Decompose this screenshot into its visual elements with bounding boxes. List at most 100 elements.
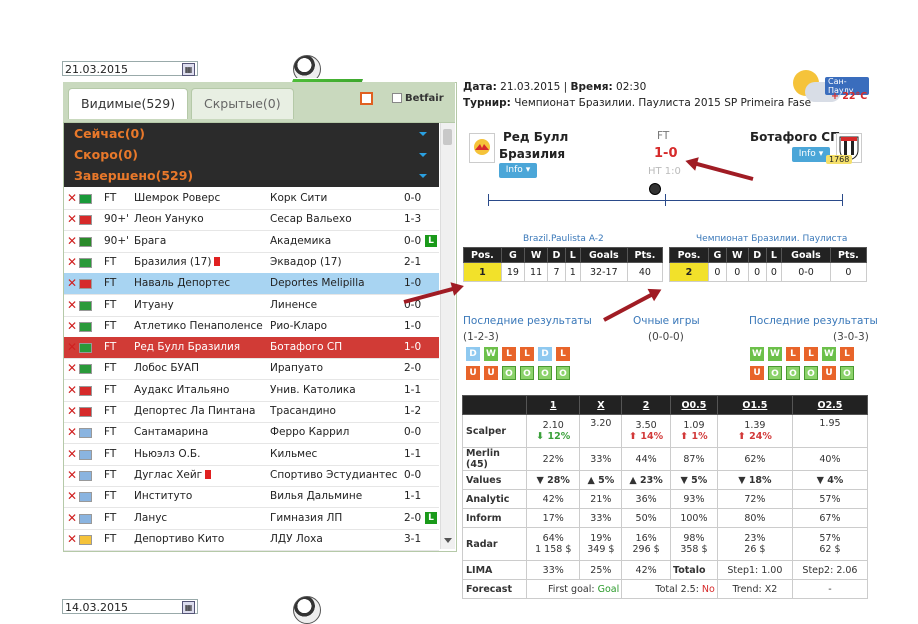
match-score: 1-0 xyxy=(404,319,422,332)
match-row[interactable]: ✕ FT Атлетико Пенаполенсе Рио-Кларо 1-0 xyxy=(64,316,439,338)
remove-icon[interactable]: ✕ xyxy=(67,254,78,269)
home-last-results-title[interactable]: Последние результаты xyxy=(463,315,592,327)
away-last-results-title[interactable]: Последние результаты xyxy=(749,315,878,327)
form-badge: W xyxy=(822,347,836,361)
country-flag-icon xyxy=(79,279,92,290)
match-row[interactable]: ✕ FT Наваль Депортес Deportes Melipilla 1-0 xyxy=(64,273,439,296)
form-badge: D xyxy=(466,347,480,361)
match-row[interactable]: ✕ FT Сантамарина Ферро Каррил 0-0 xyxy=(64,422,439,445)
match-row[interactable]: ✕ FT Ньюэлз О.Б. Кильмес 1-1 xyxy=(64,444,439,466)
form-badge: L xyxy=(840,347,854,361)
stats-header[interactable]: 1 xyxy=(525,395,581,415)
remove-icon[interactable]: ✕ xyxy=(67,318,78,333)
league-header: Pos. xyxy=(669,247,709,263)
match-row[interactable]: ✕ FT Депортес Ла Пинтана Трасандино 1-2 xyxy=(64,401,439,423)
match-status: FT xyxy=(104,298,117,311)
group-upcoming[interactable]: Скоро(0) xyxy=(74,147,138,162)
weather-widget: Сан-Паулу + 22°C xyxy=(793,68,869,108)
chevron-down-icon[interactable] xyxy=(419,132,427,136)
remove-icon[interactable]: ✕ xyxy=(67,467,78,482)
match-status: FT xyxy=(104,341,117,354)
remove-icon[interactable]: ✕ xyxy=(67,425,78,440)
league-header: Goals xyxy=(781,247,831,263)
scrollbar[interactable] xyxy=(440,123,455,549)
match-row[interactable]: ✕ 90+' Леон Уануко Сесар Вальехо 1-3 xyxy=(64,209,439,232)
home-league-title: Brazil.Paulista A-2 xyxy=(523,234,604,244)
match-row[interactable]: ✕ FT Лобос БУАП Ирапуато 2-0 xyxy=(64,358,439,381)
match-row[interactable]: ✕ FT Ланус Гимназия ЛП 2-0 L xyxy=(64,508,439,530)
match-score: 1-0 xyxy=(404,277,422,290)
remove-icon[interactable]: ✕ xyxy=(67,212,78,227)
match-row[interactable]: ✕ FT Дуглас Хейг Спортиво Эстудиантес 0-0 xyxy=(64,465,439,487)
calendar-icon[interactable]: ▦ xyxy=(182,601,195,614)
stats-row-analytic: Analytic 42% 21% 36% 93% 72% 57% xyxy=(462,489,869,509)
match-status: FT xyxy=(104,405,117,417)
remove-icon[interactable]: ✕ xyxy=(67,404,78,418)
remove-icon[interactable]: ✕ xyxy=(67,233,78,248)
chevron-down-icon[interactable] xyxy=(419,153,427,157)
annotation-arrow xyxy=(694,161,754,181)
group-finished[interactable]: Завершено(529) xyxy=(74,168,194,183)
remove-icon[interactable]: ✕ xyxy=(67,489,78,504)
match-row[interactable]: ✕ FT Аудакс Итальяно Унив. Католика 1-1 xyxy=(64,380,439,402)
live-badge[interactable]: L xyxy=(425,234,437,247)
match-score: 2-0 xyxy=(404,362,422,375)
live-badge[interactable]: L xyxy=(425,511,437,524)
remove-icon[interactable]: ✕ xyxy=(67,531,78,546)
stats-row-radar: Radar 64% 1 158 $ 19% 349 $ 16% 296 $ 98% 35… xyxy=(462,527,869,561)
stats-header[interactable]: O2.5 xyxy=(791,395,869,415)
league-cell: 7 xyxy=(547,262,566,282)
stats-header[interactable]: O0.5 xyxy=(670,395,718,415)
form-badge: L xyxy=(520,347,534,361)
remove-icon[interactable]: ✕ xyxy=(67,191,78,205)
home-team-logo xyxy=(469,133,495,163)
away-rank-badge: 1768 xyxy=(826,155,853,164)
betfair-toggle[interactable]: Betfair xyxy=(392,93,444,104)
match-score: 1-1 xyxy=(404,447,422,460)
form-badge: U xyxy=(466,366,480,380)
match-row[interactable]: ✕ 90+' Брага Академика 0-0 L xyxy=(64,231,439,253)
match-score: 2-1 xyxy=(404,255,422,268)
tab-visible[interactable]: Видимые(529) xyxy=(68,88,189,119)
stats-header[interactable]: X xyxy=(579,395,623,415)
home-info-button[interactable]: Info ▾ xyxy=(499,163,537,178)
scroll-down-arrow[interactable] xyxy=(444,538,452,543)
remove-icon[interactable]: ✕ xyxy=(67,382,78,397)
stats-row-inform: Inform 17% 33% 50% 100% 80% 67% xyxy=(462,508,869,528)
match-row[interactable]: ✕ FT Итуану Линенсе 0-0 xyxy=(64,295,439,317)
league-cell: 0 xyxy=(829,262,868,282)
league-header: Goals xyxy=(579,247,628,263)
calendar-icon[interactable]: ▦ xyxy=(182,63,195,76)
form-badge: W xyxy=(750,347,764,361)
match-row[interactable]: ✕ FT Бразилия (17) Эквадор (17) 2-1 xyxy=(64,252,439,274)
remove-icon[interactable]: ✕ xyxy=(67,446,78,461)
window-icon[interactable] xyxy=(360,92,373,105)
home-team: Ньюэлз О.Б. xyxy=(134,447,201,460)
red-card-icon xyxy=(205,470,212,480)
match-tournament: Турнир: Чемпионат Бразилии. Паулиста 201… xyxy=(463,97,812,109)
chevron-down-icon[interactable] xyxy=(419,174,427,178)
group-live[interactable]: Сейчас(0) xyxy=(74,126,145,141)
date-picker[interactable]: 21.03.2015 ▦ xyxy=(62,61,198,76)
match-status: 90+' xyxy=(104,213,130,226)
match-row[interactable]: ✕ FT Ред Булл Бразилия Ботафого СП 1-0 xyxy=(64,337,439,360)
match-score: 1-0 xyxy=(404,341,422,354)
match-row[interactable]: ✕ FT Шемрок Роверс Корк Сити 0-0 xyxy=(64,188,439,210)
h2h-title[interactable]: Очные игры xyxy=(633,315,700,327)
stats-header[interactable]: 2 xyxy=(621,395,671,415)
away-team: Академика xyxy=(270,234,332,247)
scroll-thumb[interactable] xyxy=(443,129,452,145)
stats-header xyxy=(462,395,527,415)
stats-header[interactable]: O1.5 xyxy=(716,395,793,415)
tab-hidden[interactable]: Скрытые(0) xyxy=(191,88,294,119)
remove-icon[interactable]: ✕ xyxy=(67,340,78,355)
remove-icon[interactable]: ✕ xyxy=(67,361,78,376)
betfair-checkbox[interactable] xyxy=(392,93,402,103)
remove-icon[interactable]: ✕ xyxy=(67,276,78,291)
league-cell: 19 xyxy=(500,262,525,282)
away-info-button[interactable]: Info ▾ xyxy=(792,147,830,162)
remove-icon[interactable]: ✕ xyxy=(67,510,78,525)
remove-icon[interactable]: ✕ xyxy=(67,297,78,312)
match-row[interactable]: ✕ FT Институто Вилья Дальмине 1-1 xyxy=(64,486,439,509)
match-row[interactable]: ✕ FT Депортиво Кито ЛДУ Лоха 3-1 xyxy=(64,529,439,551)
